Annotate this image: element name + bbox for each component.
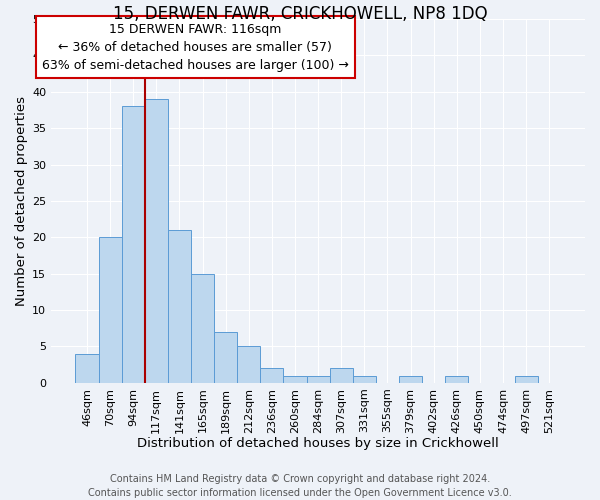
Bar	[399, 376, 422, 383]
Bar	[145, 99, 168, 383]
Y-axis label: Number of detached properties: Number of detached properties	[15, 96, 28, 306]
X-axis label: Distribution of detached houses by size in Crickhowell: Distribution of detached houses by size …	[137, 437, 499, 450]
Bar	[122, 106, 145, 383]
Text: 15 DERWEN FAWR: 116sqm
← 36% of detached houses are smaller (57)
63% of semi-det: 15 DERWEN FAWR: 116sqm ← 36% of detached…	[42, 22, 349, 72]
Bar	[515, 376, 538, 383]
Bar	[307, 376, 329, 383]
Text: Contains HM Land Registry data © Crown copyright and database right 2024.
Contai: Contains HM Land Registry data © Crown c…	[88, 474, 512, 498]
Bar	[329, 368, 353, 383]
Bar	[445, 376, 468, 383]
Bar	[98, 238, 122, 383]
Bar	[283, 376, 307, 383]
Bar	[168, 230, 191, 383]
Text: 15, DERWEN FAWR, CRICKHOWELL, NP8 1DQ: 15, DERWEN FAWR, CRICKHOWELL, NP8 1DQ	[113, 5, 487, 23]
Bar	[214, 332, 237, 383]
Bar	[260, 368, 283, 383]
Bar	[353, 376, 376, 383]
Bar	[237, 346, 260, 383]
Bar	[76, 354, 98, 383]
Bar	[191, 274, 214, 383]
